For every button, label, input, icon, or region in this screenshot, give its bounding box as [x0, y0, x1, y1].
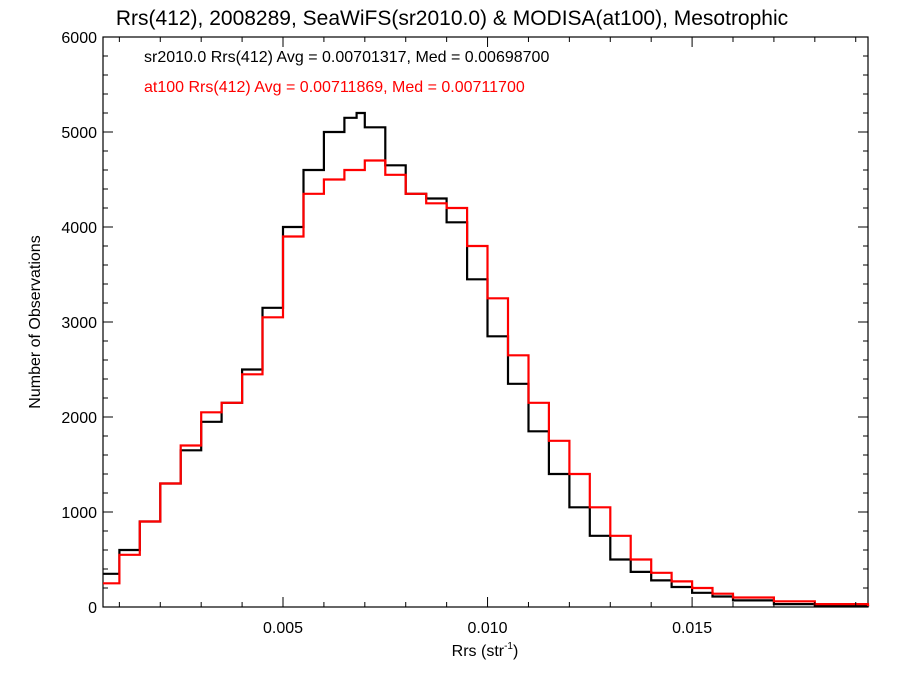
y-tick-label: 6000	[61, 30, 97, 47]
x-axis-label-exponent: -1	[504, 641, 513, 652]
y-tick-label: 5000	[61, 125, 97, 142]
y-tick-label: 3000	[61, 315, 97, 332]
x-tick-label: 0.005	[263, 620, 303, 637]
series-sr2010-line	[103, 111, 870, 608]
y-tick-label: 1000	[61, 505, 97, 522]
series-at100-line	[103, 159, 870, 606]
x-axis: 0.005 0.010 0.015	[118, 37, 857, 637]
chart-title: Rrs(412), 2008289, SeaWiFS(sr2010.0) & M…	[116, 7, 788, 30]
legend-entry-at100: at100 Rrs(412) Avg = 0.00711869, Med = 0…	[144, 79, 525, 96]
y-tick-label: 4000	[61, 220, 97, 237]
legend: sr2010.0 Rrs(412) Avg = 0.00701317, Med …	[144, 49, 549, 96]
x-axis-label-main: Rrs (str	[452, 643, 505, 660]
x-tick-label: 0.015	[672, 620, 712, 637]
y-tick-label: 0	[88, 600, 97, 617]
legend-entry-sr2010: sr2010.0 Rrs(412) Avg = 0.00701317, Med …	[144, 49, 549, 66]
x-tick-label: 0.010	[468, 620, 508, 637]
series-group	[103, 111, 870, 608]
x-axis-label: Rrs (str-1)	[452, 641, 519, 660]
y-axis-label: Number of Observations	[27, 235, 44, 408]
y-tick-label: 2000	[61, 410, 97, 427]
plot-area	[102, 36, 869, 608]
y-axis: 0 1000 2000 3000 4000 5000 6000	[61, 30, 868, 617]
plot-frame	[102, 36, 869, 608]
x-axis-label-close: )	[513, 643, 518, 660]
